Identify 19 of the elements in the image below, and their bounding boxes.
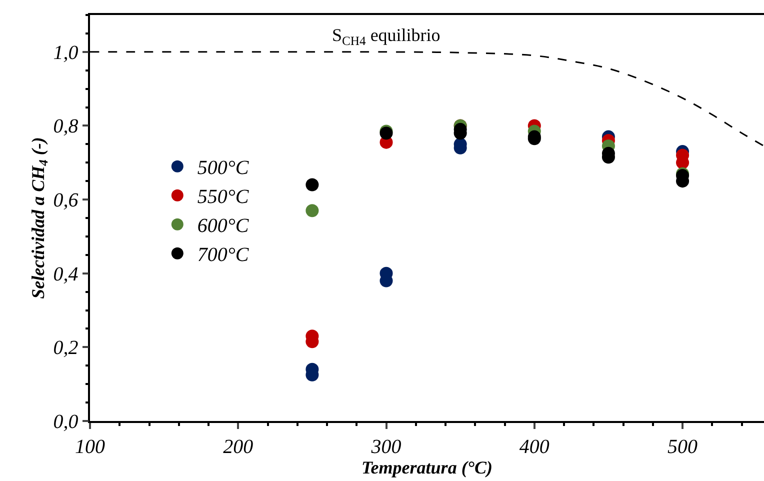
y-tick-label: 0,4	[53, 263, 78, 286]
point	[306, 178, 319, 192]
x-tick-label: 500	[668, 436, 698, 458]
legend-label: 500°C	[197, 157, 250, 180]
y-tick-label: 0,2	[53, 337, 78, 360]
x-tick-label: 100	[75, 436, 105, 458]
legend-label: 600°C	[197, 215, 250, 238]
x-tick-label: 400	[519, 436, 550, 458]
series-label: S$_{CH4}$ equilibrio	[332, 25, 440, 48]
point	[306, 204, 319, 218]
x-tick-label: 300	[370, 436, 402, 458]
legend-label: 550°C	[197, 186, 250, 208]
y-tick-label: 0,8	[53, 116, 78, 138]
y-tick-label: 1,0	[53, 42, 78, 64]
y-tick-label: 0,6	[53, 190, 78, 212]
legend-label: 700°C	[197, 244, 250, 266]
x-axis-title: Temperatura (°C)	[361, 458, 493, 478]
y-tick-label: 0,0	[53, 411, 78, 433]
x-tick-label: 200	[223, 436, 254, 458]
